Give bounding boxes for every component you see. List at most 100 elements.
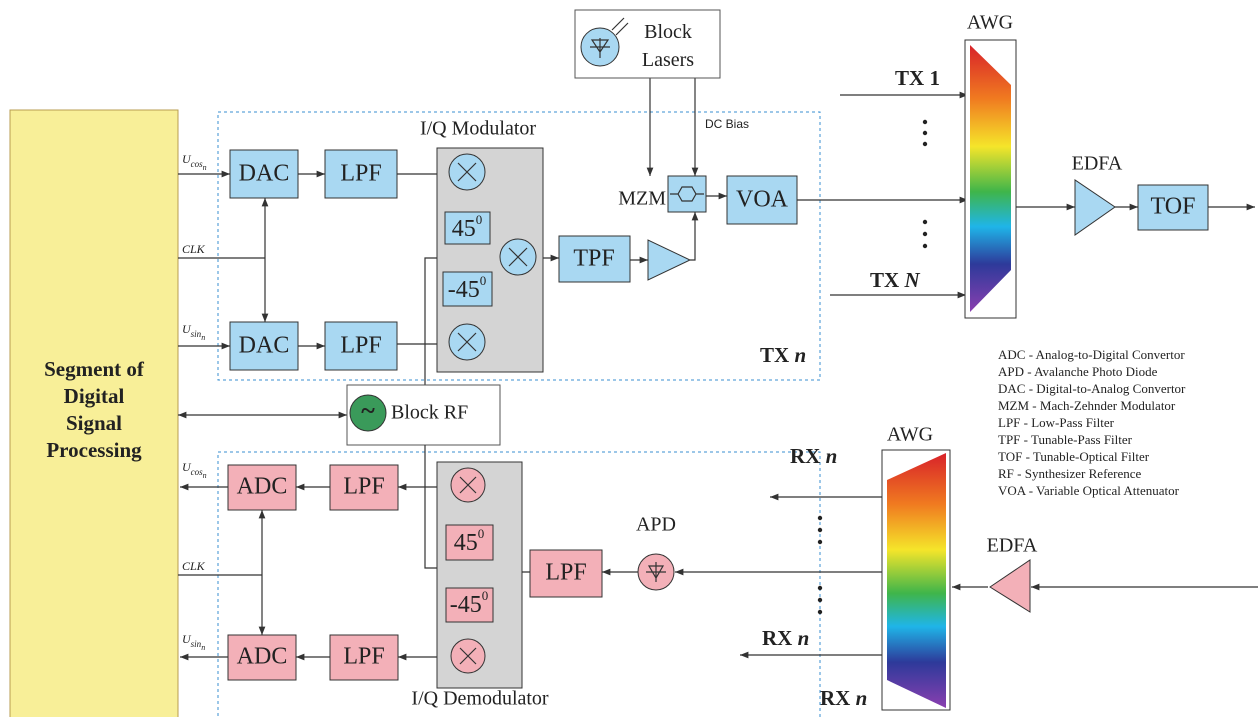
signal-label: U (182, 460, 192, 474)
voa-block (726, 175, 798, 225)
phase-label: -45 (448, 277, 480, 303)
mixers (457, 332, 477, 352)
amplifier (647, 239, 692, 281)
legend-item: TPF - Tunable-Pass Filter (998, 432, 1133, 447)
legend: ADC - Analog-to-Digital Convertor APD - … (998, 347, 1186, 498)
lasers-label: Block Lasers (642, 21, 694, 71)
awg (887, 453, 946, 708)
phase-label: 0 (480, 273, 487, 288)
lpf-block (329, 464, 399, 511)
edfa (989, 559, 1031, 613)
dac-block (229, 149, 299, 199)
phase-label: 0 (478, 526, 485, 541)
phase-label: -450 (448, 273, 487, 303)
tx-lines (690, 212, 699, 261)
lpf-block (329, 634, 399, 681)
mixers (448, 153, 537, 361)
tpf-label: TPF (573, 246, 614, 272)
input-label: TX (870, 268, 899, 292)
apd-label: APD (636, 514, 676, 536)
mzm-label: MZM (618, 188, 666, 210)
signal-label: sin (191, 639, 202, 649)
signal-label: n (201, 333, 205, 342)
legend-item: VOA - Variable Optical Attenuator (998, 483, 1180, 498)
phase-label: 45 (454, 530, 478, 556)
ellipsis (922, 119, 928, 125)
mixers (450, 467, 486, 674)
legend-item: ADC - Analog-to-Digital Convertor (998, 347, 1185, 362)
dac-block (229, 321, 299, 371)
lpf-block (324, 321, 398, 371)
output-label: n (798, 626, 810, 650)
signal-label: U (182, 322, 192, 336)
signal-label: n (203, 471, 207, 480)
rf-label: Block RF (391, 402, 468, 424)
lpf-label: LPF (343, 644, 384, 670)
legend-item: DAC - Digital-to-Analog Convertor (998, 381, 1186, 396)
output-label: RX n (762, 626, 809, 650)
section-label: RX n (820, 686, 867, 710)
edfa-label: EDFA (987, 535, 1038, 557)
input-label: TX N (870, 268, 920, 292)
input-label: TX 1 (895, 66, 940, 90)
legend-item: MZM - Mach-Zehnder Modulator (998, 398, 1176, 413)
mzm-icon (670, 186, 704, 202)
ellipsis (817, 515, 823, 521)
dsp-block (9, 109, 179, 717)
ellipsis (817, 515, 823, 615)
ellipsis (817, 609, 823, 615)
signal-label: n (201, 643, 205, 652)
adc-label: ADC (237, 474, 288, 500)
phase-label: 0 (482, 588, 489, 603)
phase-block (442, 271, 493, 307)
dsp-label: Segment of (44, 357, 145, 381)
lpf-label: LPF (545, 560, 586, 586)
ellipsis (922, 231, 928, 237)
dc-bias-label: DC Bias (705, 117, 749, 131)
phase-label: 0 (476, 212, 483, 227)
signal-label: Ucosn (182, 460, 207, 480)
section-label: TX n (760, 343, 806, 367)
phase-block (445, 587, 494, 623)
ellipsis (817, 597, 823, 603)
lasers-label: Lasers (642, 49, 694, 71)
signal-label: sin (191, 329, 202, 339)
dsp-label: Processing (46, 438, 142, 462)
legend-item: LPF - Low-Pass Filter (998, 415, 1115, 430)
phase-label: -450 (450, 588, 489, 618)
mixers (459, 647, 477, 665)
adc-block (227, 464, 297, 511)
adc-label: ADC (237, 644, 288, 670)
phase-label: 450 (454, 526, 485, 556)
ellipsis (922, 243, 928, 249)
phase-label: 45 (452, 216, 476, 242)
legend-item: RF - Synthesizer Reference (998, 466, 1142, 481)
section-label: n (794, 343, 806, 367)
signal-label: U (182, 152, 192, 166)
signal-label: Usinn (182, 632, 205, 652)
output-label: RX (762, 626, 792, 650)
ellipsis (817, 539, 823, 545)
tx-section (217, 111, 821, 381)
signal-label: Ucosn (182, 152, 207, 172)
lpf-label: LPF (343, 474, 384, 500)
rf-symbol: ~ (361, 396, 375, 425)
signal-label: U (182, 632, 192, 646)
output-label: n (826, 444, 838, 468)
section-label: n (856, 686, 868, 710)
signal-label: CLK (182, 242, 206, 256)
mixers (508, 247, 528, 267)
legend-item: TOF - Tunable-Optical Filter (998, 449, 1150, 464)
ellipsis (817, 585, 823, 591)
laser-icon (590, 17, 629, 58)
lpf-label: LPF (340, 333, 381, 359)
tpf-block (558, 235, 631, 283)
mixers (459, 476, 477, 494)
phase-label: 450 (452, 212, 483, 242)
tof-label: TOF (1151, 194, 1196, 220)
voa-label: VOA (736, 187, 789, 213)
edfa (1074, 179, 1116, 236)
dsp-label: Digital (64, 384, 125, 408)
rf-icon (349, 394, 387, 432)
